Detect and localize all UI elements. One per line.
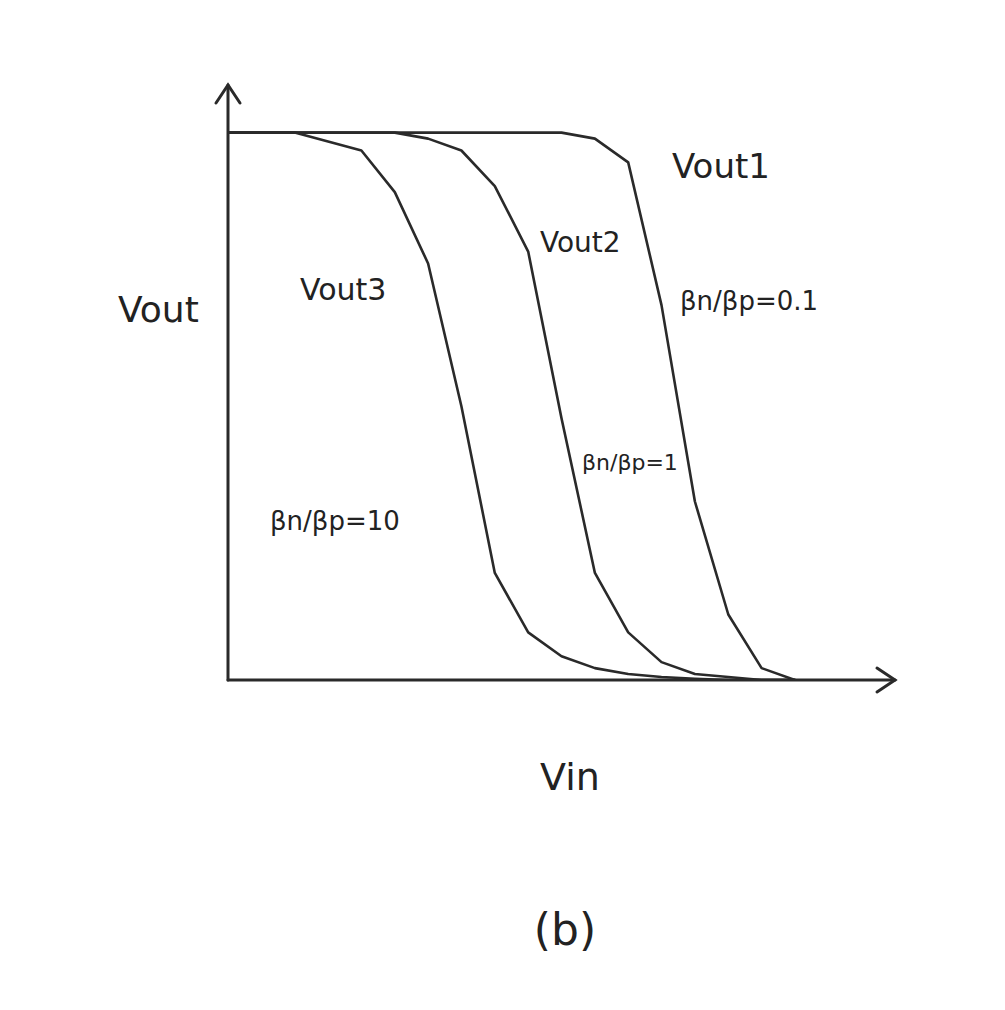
x-arrow [877,668,895,692]
series-label: Vout3 [300,272,386,307]
ratio-annotation: βn/βp=1 [582,450,678,475]
ratio-annotation: βn/βp=0.1 [680,286,818,316]
y-axis [227,85,230,680]
ratio-annotation: βn/βp=10 [270,506,400,536]
curve [228,133,795,680]
series-label: Vout1 [672,146,770,186]
y-arrow [216,85,240,103]
x-axis-title: Vin [540,755,600,799]
curves [228,133,795,680]
series-label: Vout2 [540,226,621,259]
curve [228,133,795,680]
curve [228,133,795,680]
chart: Vout1 Vout2 Vout3 βn/βp=0.1 βn/βp=1 βn/βp=10 V… [0,0,1005,1010]
caption: (b) [534,904,596,955]
y-axis-title: Vout [118,289,199,330]
